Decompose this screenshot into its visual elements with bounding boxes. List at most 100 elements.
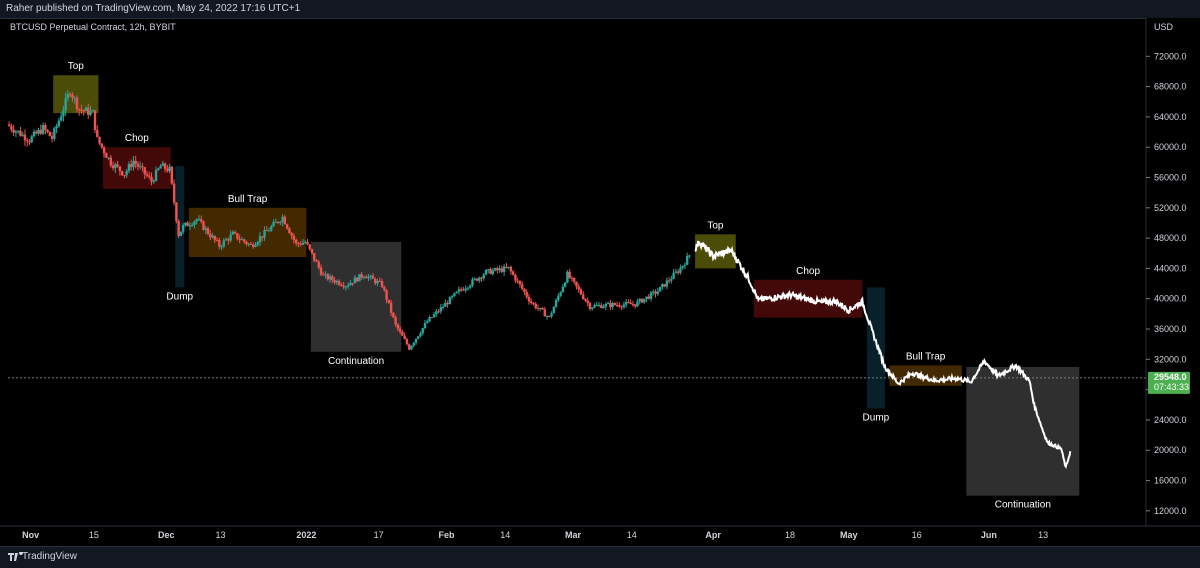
candle-2 xyxy=(12,124,15,136)
btcusd-chart[interactable]: Top Chop Dump Bull Trap Continuation Top Chop D… xyxy=(0,18,1200,546)
candle-body xyxy=(53,128,56,139)
candle-22 xyxy=(57,118,61,128)
candle-body xyxy=(563,282,567,287)
candle-160 xyxy=(369,274,372,281)
candle-body xyxy=(663,284,666,287)
candle-body xyxy=(622,304,626,308)
candle-231 xyxy=(530,298,533,305)
candle-106 xyxy=(247,242,250,247)
candle-159 xyxy=(367,274,370,281)
zone-label-5: Top xyxy=(707,220,724,231)
candle-body xyxy=(473,278,476,280)
candle-152 xyxy=(351,282,354,287)
candle-body xyxy=(444,303,447,307)
candle-body xyxy=(48,131,52,137)
candle-body xyxy=(541,307,544,310)
candle-246 xyxy=(563,281,567,288)
price-tick-13: 20000.0 xyxy=(1154,445,1187,455)
publisher-bar: Raher published on TradingView.com, May … xyxy=(0,0,1200,19)
last-price-label: 29548.0 07:43:33 xyxy=(1148,371,1190,394)
candle-88 xyxy=(206,226,210,236)
time-tick-4: 2022 xyxy=(296,530,316,540)
candle-body xyxy=(125,170,128,176)
candle-19 xyxy=(50,132,54,143)
candle-87 xyxy=(204,225,207,235)
candle-body xyxy=(109,157,113,166)
candle-body xyxy=(148,175,151,177)
candle-24 xyxy=(62,105,65,122)
candle-251 xyxy=(575,281,578,290)
candle-254 xyxy=(582,291,585,300)
candle-296 xyxy=(676,269,680,275)
candle-body xyxy=(432,314,436,318)
candle-body xyxy=(220,246,223,248)
time-tick-12: May xyxy=(840,530,858,540)
candle-183 xyxy=(421,327,424,336)
candle-121 xyxy=(281,214,284,227)
candle-259 xyxy=(593,303,596,309)
candle-260 xyxy=(595,301,598,307)
candle-215 xyxy=(493,267,497,272)
candle-202 xyxy=(464,285,467,293)
candle-body xyxy=(439,307,443,312)
candle-body xyxy=(548,315,551,317)
candle-240 xyxy=(550,311,553,319)
candle-245 xyxy=(561,284,565,293)
candle-283 xyxy=(647,294,650,300)
candle-229 xyxy=(525,289,528,299)
footer-brand[interactable]: TradingView xyxy=(22,551,78,562)
candle-body xyxy=(114,164,117,169)
candle-43 xyxy=(105,152,108,158)
candle-80 xyxy=(188,222,192,230)
candle-137 xyxy=(317,260,320,270)
candle-body xyxy=(446,303,449,305)
candle-body xyxy=(245,241,248,245)
price-tick-6: 48000.0 xyxy=(1154,233,1187,243)
candle-85 xyxy=(200,215,203,224)
candle-112 xyxy=(261,236,264,242)
candle-body xyxy=(107,157,110,159)
candle-body xyxy=(511,271,515,275)
candle-body xyxy=(462,289,465,291)
candle-body xyxy=(283,216,287,225)
candle-body xyxy=(649,292,653,299)
time-tick-14: Jun xyxy=(981,530,997,540)
candle-142 xyxy=(328,273,332,283)
publisher-text: Raher published on TradingView.com, May … xyxy=(6,3,301,14)
candle-body xyxy=(342,285,345,288)
candle-99 xyxy=(231,229,235,235)
candle-133 xyxy=(308,243,311,251)
candle-body xyxy=(369,275,372,277)
candle-body xyxy=(252,244,255,247)
candle-130 xyxy=(301,239,305,246)
candle-body xyxy=(233,231,237,234)
candle-body xyxy=(423,323,427,329)
candles xyxy=(7,90,691,351)
candle-294 xyxy=(672,269,675,280)
candle-body xyxy=(44,124,47,130)
candle-113 xyxy=(263,226,266,241)
candle-244 xyxy=(559,291,562,298)
candle-body xyxy=(520,284,524,289)
candle-46 xyxy=(111,161,115,171)
candle-body xyxy=(652,291,655,293)
candle-11 xyxy=(32,129,36,138)
candle-182 xyxy=(419,331,422,338)
candle-187 xyxy=(430,316,433,319)
price-tick-2: 64000.0 xyxy=(1154,112,1187,122)
candle-body xyxy=(534,303,537,309)
candle-body xyxy=(496,268,499,271)
price-axis-unit: USD xyxy=(1154,22,1174,32)
candle-60 xyxy=(143,166,146,180)
candle-109 xyxy=(254,242,257,248)
candle-body xyxy=(84,107,88,111)
candle-51 xyxy=(123,174,126,179)
price-axis[interactable] xyxy=(1146,18,1200,526)
candle-212 xyxy=(487,268,490,274)
candle-body xyxy=(387,299,391,303)
candle-body xyxy=(478,277,481,281)
candle-188 xyxy=(432,312,436,318)
candle-204 xyxy=(469,284,472,290)
candle-body xyxy=(231,231,235,235)
candle-253 xyxy=(579,287,583,296)
